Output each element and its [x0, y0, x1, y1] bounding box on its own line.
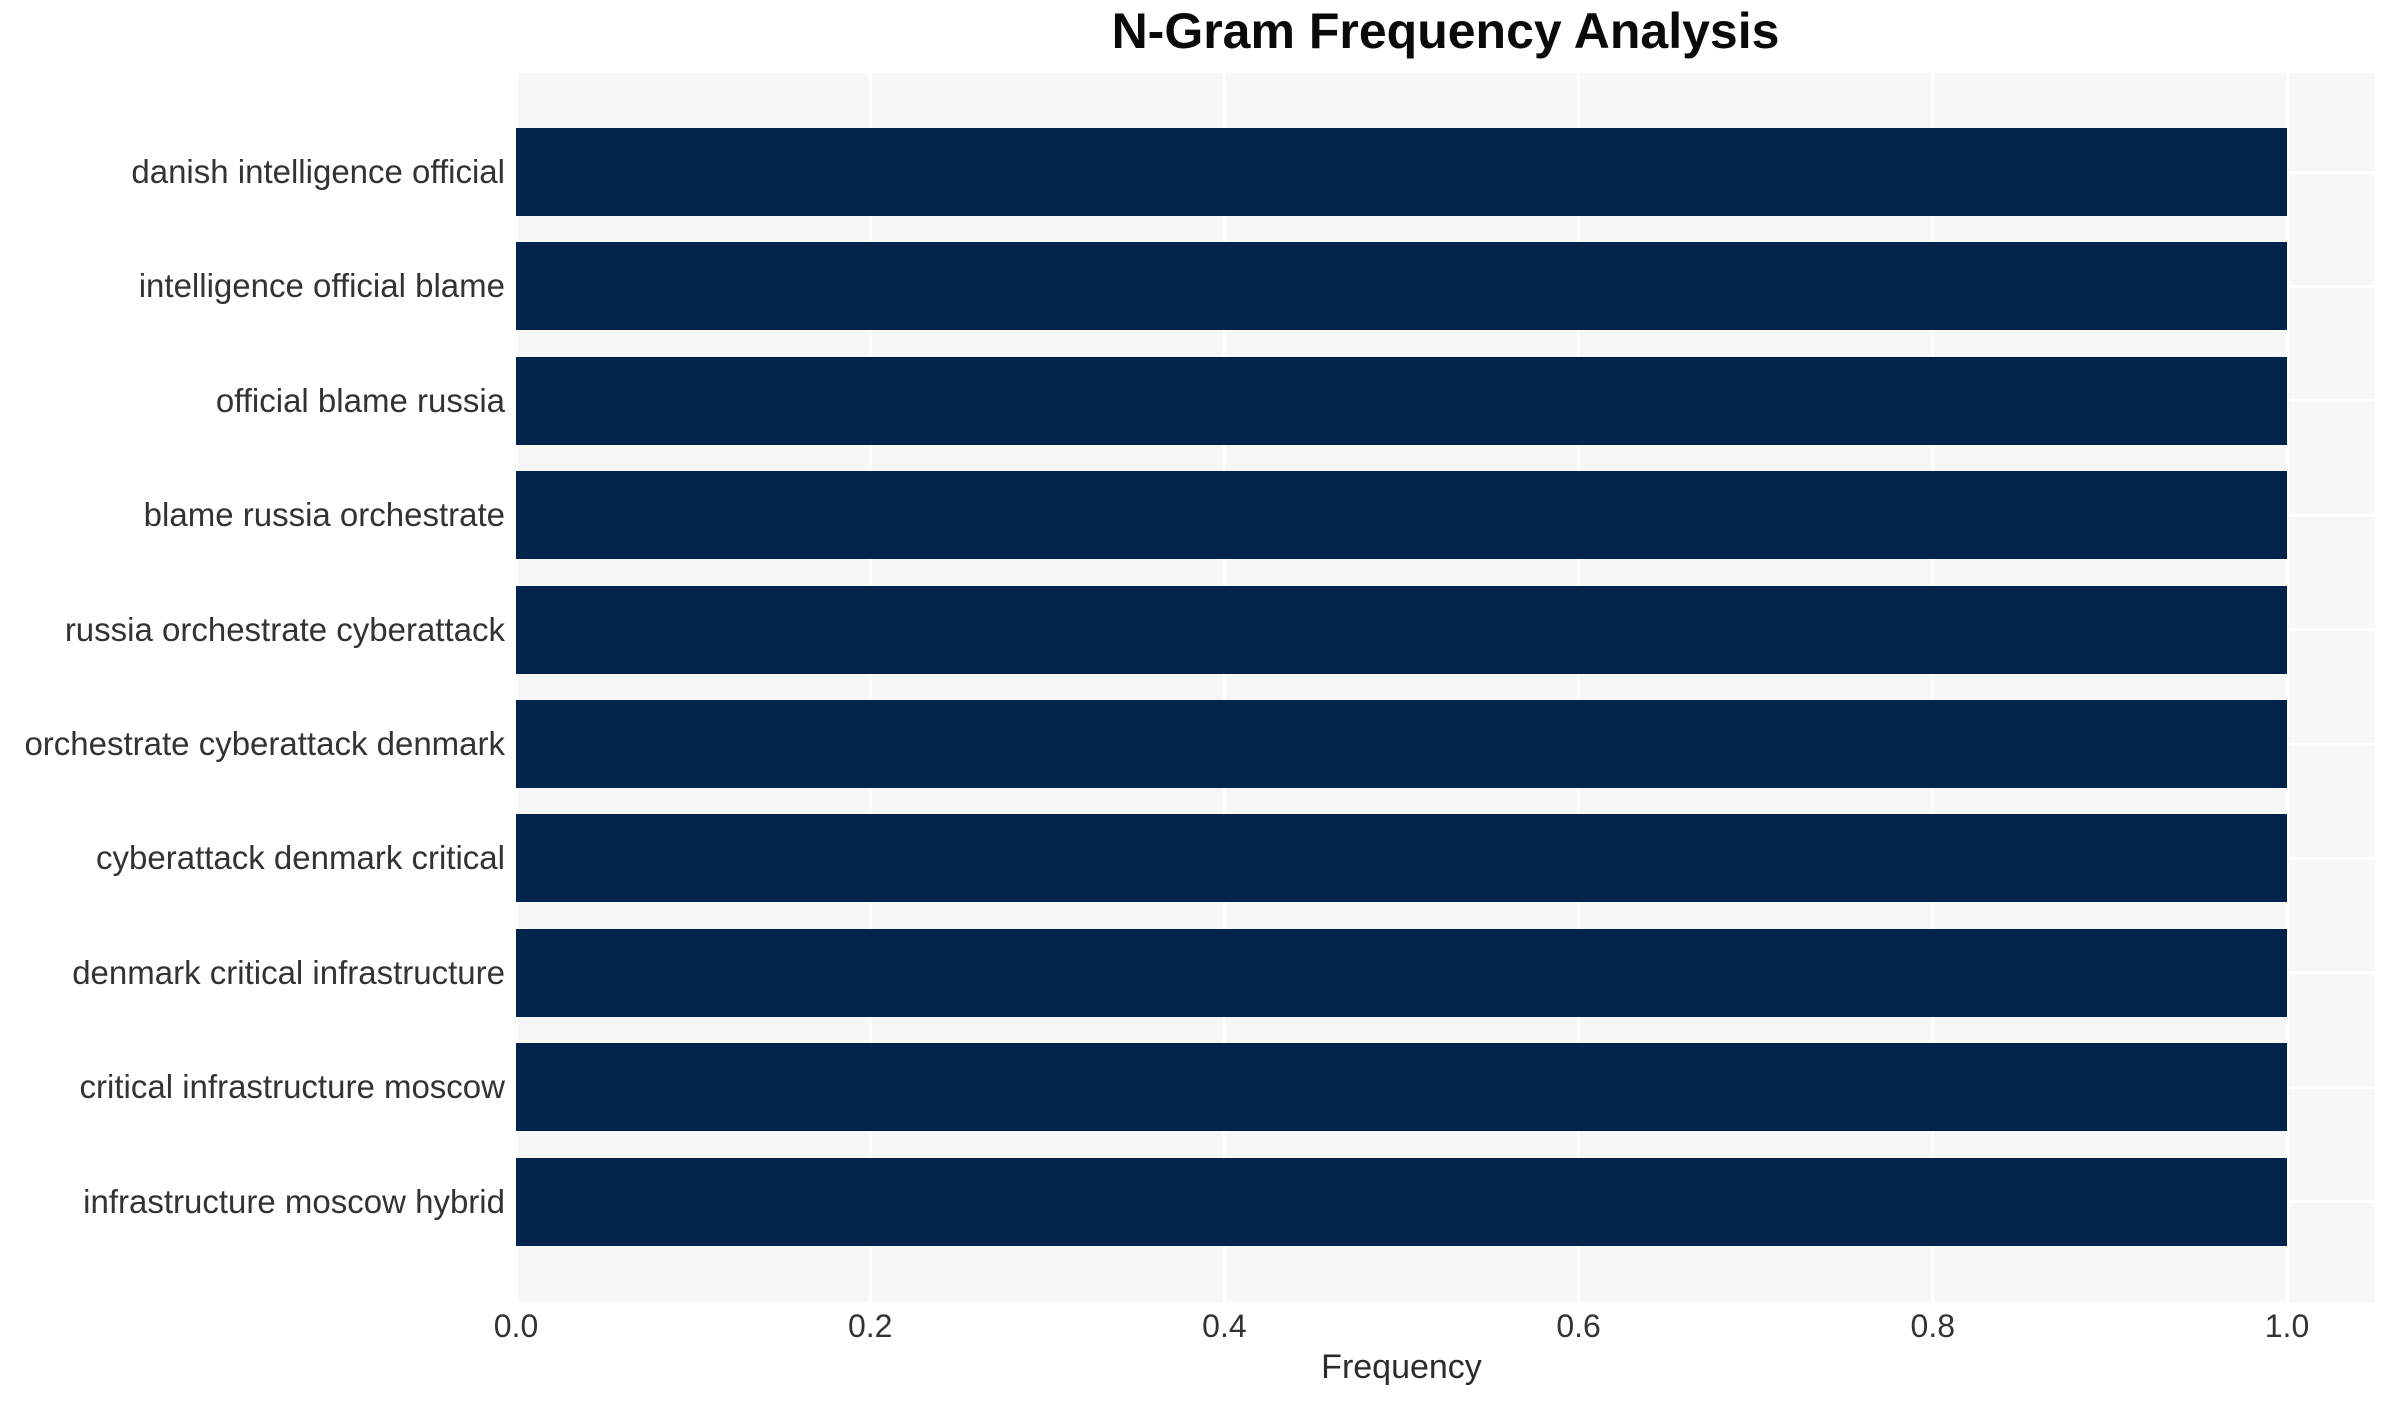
y-axis-labels: danish intelligence official intelligence… — [0, 0, 505, 1402]
x-tick-label: 0.8 — [1910, 1308, 1956, 1344]
x-tick-label: 0.6 — [1556, 1308, 1601, 1344]
x-gridline — [1222, 73, 1226, 1302]
bar-russia-orchestrate-cyberattack — [516, 585, 2287, 674]
y-tick-label: official blame russia — [215, 381, 505, 419]
bar-denmark-critical-infrastructure — [516, 928, 2287, 1017]
bar-intelligence-official-blame — [516, 242, 2287, 331]
y-tick-label: danish intelligence official — [131, 153, 505, 190]
chart-title: N-Gram Frequency Analysis — [1111, 3, 1780, 59]
x-gridline — [1577, 73, 1581, 1302]
x-tick-label: 0.4 — [1202, 1308, 1247, 1344]
y-tick-label: blame russia orchestrate — [143, 496, 505, 534]
bar-blame-russia-orchestrate — [516, 471, 2287, 560]
bar-infrastructure-moscow-hybrid — [516, 1157, 2287, 1246]
bar-critical-infrastructure-moscow — [516, 1043, 2287, 1132]
x-gridline — [868, 73, 872, 1302]
bar-danish-intelligence-official — [516, 128, 2287, 216]
x-tick-label: 0.0 — [493, 1308, 539, 1344]
y-tick-label: intelligence official blame — [138, 267, 505, 305]
x-axis-label: Frequency — [1321, 1348, 1482, 1386]
y-tick-label: critical infrastructure moscow — [79, 1068, 505, 1106]
y-tick-label: denmark critical infrastructure — [72, 953, 505, 991]
x-gridline — [2285, 73, 2289, 1302]
y-tick-label: infrastructure moscow hybrid — [83, 1182, 505, 1220]
plot-area — [516, 73, 2375, 1302]
bar-orchestrate-cyberattack-denmark — [516, 700, 2287, 788]
y-tick-label: russia orchestrate cyberattack — [64, 610, 505, 648]
y-tick-label: orchestrate cyberattack denmark — [24, 725, 505, 762]
x-tick-label: 1.0 — [2264, 1308, 2310, 1344]
bar-cyberattack-denmark-critical — [516, 814, 2287, 903]
y-tick-label: cyberattack denmark critical — [96, 839, 505, 877]
bar-official-blame-russia — [516, 356, 2287, 445]
x-tick-label: 0.2 — [847, 1308, 893, 1344]
x-gridline — [516, 73, 518, 1302]
x-gridline — [1931, 73, 1935, 1302]
